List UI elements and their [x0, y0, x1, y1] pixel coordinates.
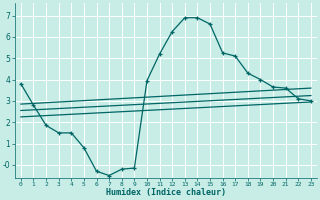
X-axis label: Humidex (Indice chaleur): Humidex (Indice chaleur): [106, 188, 226, 197]
